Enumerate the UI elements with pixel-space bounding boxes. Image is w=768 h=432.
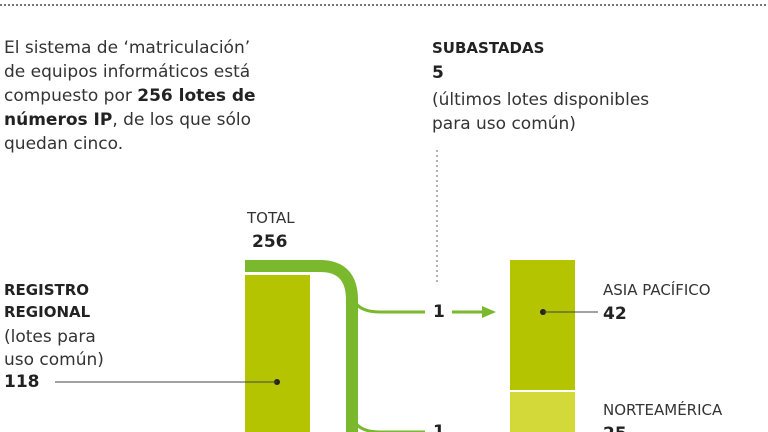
intro-text: números IP: [4, 110, 113, 130]
intro-text: compuesto por: [4, 86, 138, 106]
intro-text: de equipos informáticos está: [4, 62, 251, 82]
auction-note: para uso común): [432, 114, 576, 134]
auction-title: SUBASTADAS: [432, 39, 545, 57]
asia-bar: [510, 260, 575, 390]
na-bar: [510, 392, 575, 432]
auction-note: (últimos lotes disponibles: [432, 90, 650, 110]
intro-line: quedan cinco.: [4, 132, 123, 156]
intro-line: El sistema de ‘matriculación’: [4, 36, 250, 60]
intro-line: números IP, de los que sólo: [4, 108, 251, 132]
region-value: 25: [603, 422, 627, 432]
flow-value: 1: [433, 302, 445, 322]
regional-title: REGIONAL: [4, 303, 91, 321]
auction-value: 5: [432, 63, 444, 83]
region-name: ASIA PACÍFICO: [603, 281, 711, 299]
regional-bar: [245, 275, 310, 432]
flow-branch: [350, 289, 425, 314]
regional-title: REGISTRO: [4, 281, 90, 299]
intro-text: , de los que sólo: [112, 110, 251, 130]
region-name: NORTEAMÉRICA: [603, 401, 723, 419]
flow-value: 1: [433, 422, 445, 432]
total-value: 256: [252, 232, 288, 252]
region-value: 42: [603, 304, 627, 324]
regional-value: 118: [4, 370, 44, 394]
flow-branch: [350, 409, 425, 432]
regional-note: uso común): [4, 350, 104, 370]
intro-line: compuesto por 256 lotes de: [4, 84, 256, 108]
intro-text: quedan cinco.: [4, 134, 124, 154]
regional-note: (lotes para: [4, 327, 96, 347]
intro-text: 256 lotes de: [137, 86, 256, 106]
intro-line: de equipos informáticos está: [4, 60, 250, 84]
intro-text: El sistema de ‘matriculación’: [4, 38, 251, 58]
arrow-head: [482, 306, 496, 318]
total-flow: [245, 260, 358, 432]
total-label: TOTAL: [247, 209, 295, 227]
